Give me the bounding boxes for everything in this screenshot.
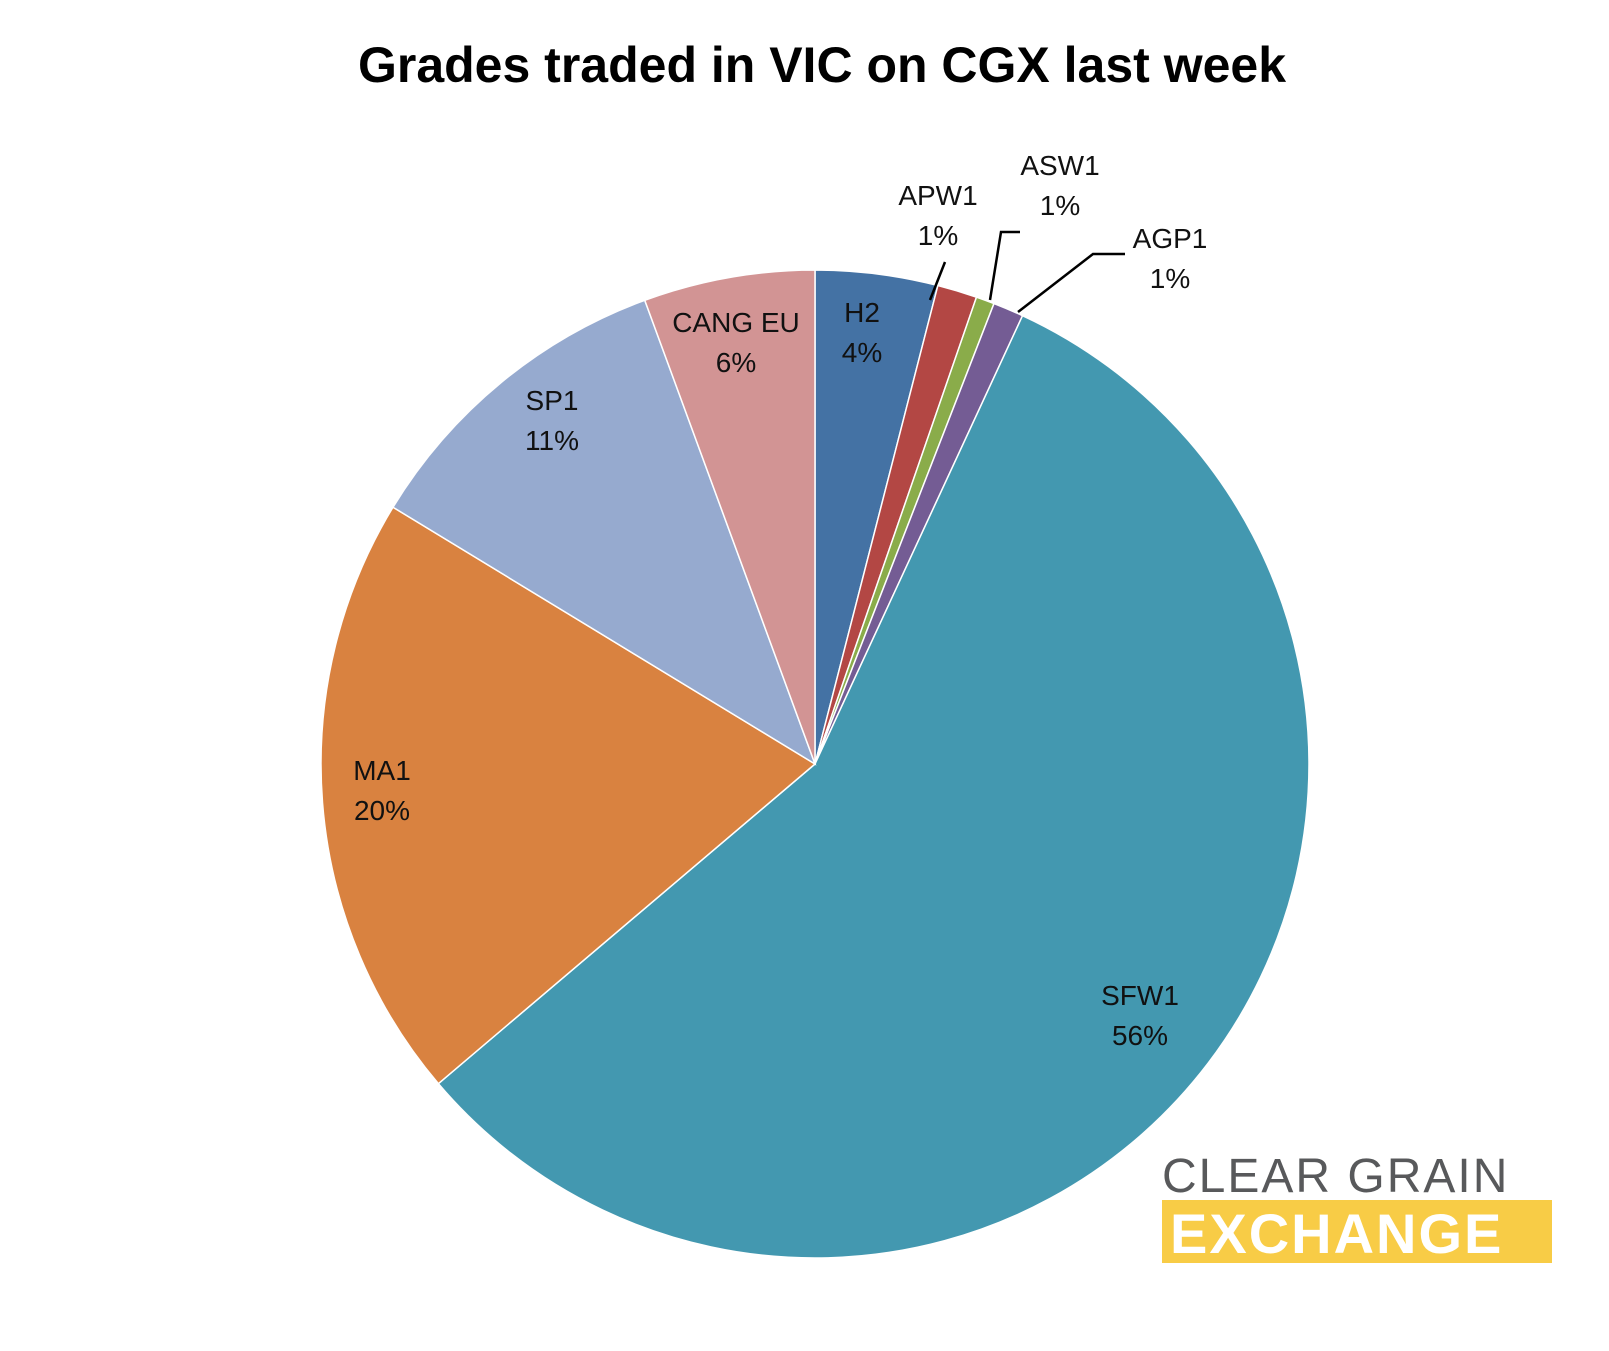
leader-line-apw1 [928, 261, 947, 301]
chart-title: Grades traded in VIC on CGX last week [358, 37, 1286, 93]
slice-label-name: APW1 [898, 180, 977, 211]
logo-line-1: CLEAR GRAIN [1162, 1150, 1509, 1203]
slice-labels: H2 4% APW1 1% ASW1 1% AGP1 1% SFW1 56% MA1 20% SP1 11… [353, 150, 1207, 1051]
slice-label-percent: 1% [1150, 263, 1190, 294]
slice-label-percent: 4% [842, 337, 882, 368]
slice-label-percent: 1% [1040, 190, 1080, 221]
slice-label-percent: 1% [918, 220, 958, 251]
slice-label-name: AGP1 [1133, 223, 1208, 254]
pie-slice-sfw1 [437, 314, 1310, 1259]
leader-lines [928, 230, 1125, 313]
logo-yellow-band [1162, 1200, 1552, 1263]
pie-slice-sp1 [391, 299, 817, 766]
slice-label-name: MA1 [353, 755, 411, 786]
logo-line-2: EXCHANGE [1170, 1202, 1503, 1265]
pie-slice-ma1 [320, 506, 817, 1085]
slice-label-percent: 56% [1112, 1020, 1168, 1051]
slice-label-name: SFW1 [1101, 980, 1179, 1011]
clear-grain-exchange-logo: CLEAR GRAIN EXCHANGE [1162, 1150, 1552, 1265]
leader-line-asw1 [988, 230, 1020, 301]
slice-label-percent: 11% [525, 425, 579, 456]
slice-label-name: CANG EU [672, 307, 800, 338]
slice-label-name: ASW1 [1020, 150, 1099, 181]
leader-line-agp1 [1017, 252, 1125, 313]
slice-label-name: H2 [844, 297, 880, 328]
pie-slices [320, 269, 1310, 1259]
slice-label-percent: 20% [354, 795, 410, 826]
slice-label-name: SP1 [526, 385, 579, 416]
slice-label-percent: 6% [716, 347, 756, 378]
pie-slice-cang-eu [643, 269, 816, 765]
